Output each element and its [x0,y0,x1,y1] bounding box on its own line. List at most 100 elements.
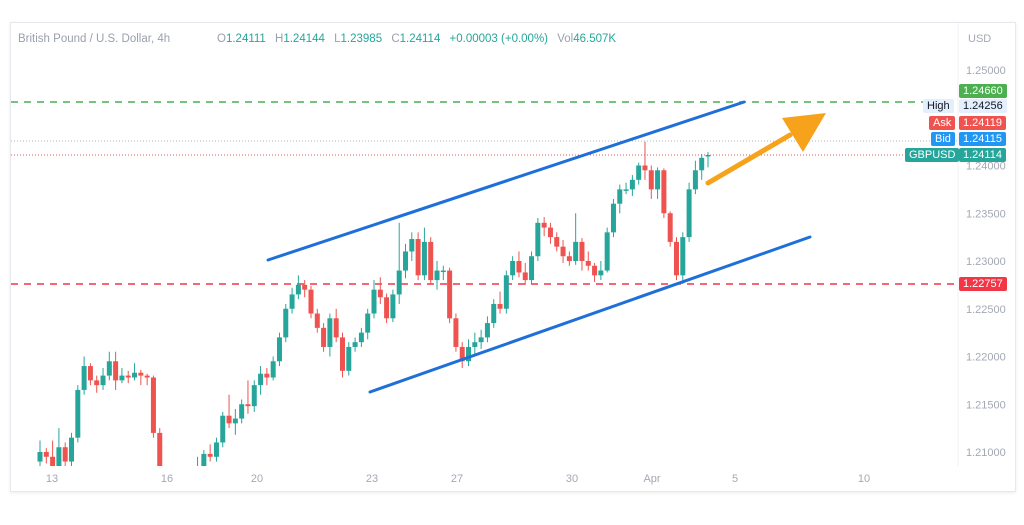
candle [125,370,131,384]
candle [705,152,711,168]
candle-body [478,337,484,343]
channel-upper-line[interactable] [266,100,746,262]
bid-value-tag: 1.24115 [959,132,1006,146]
candle-body [642,165,648,171]
candle [428,237,434,285]
candle-body [409,239,415,252]
candle [283,303,289,343]
price-tick-label: 1.24000 [966,161,1006,173]
high-value: 1.24144 [283,33,325,45]
candle-body [113,361,119,381]
candle-body [610,203,616,233]
candle [421,227,427,281]
ask-label-tag: Ask [929,116,956,130]
candle [197,456,199,466]
time-tick-label: 27 [451,473,463,485]
candle [232,409,238,435]
candle [226,394,232,429]
candle-body [529,256,535,281]
high-label: H [275,33,284,45]
candle [276,332,282,367]
candle-body [176,500,181,510]
candle [699,154,705,180]
time-tick-label: 5 [732,473,738,485]
candle-body [232,418,238,424]
currency-label: USD [968,33,992,45]
price-tick-label: 1.23500 [966,208,1006,220]
candle [692,160,698,195]
candle [62,442,68,466]
candle-body [138,372,144,376]
candle [37,440,43,466]
candle-body [579,241,585,261]
candle [220,411,226,448]
candle [321,323,327,352]
candle [157,428,163,466]
candle [189,479,194,510]
time-tick-label: 20 [251,473,263,485]
last-price-tag: 1.24114 [959,148,1006,162]
candle-body [617,189,623,204]
candle [69,432,75,466]
candle [629,175,635,197]
green-level-tag: 1.24660 [959,84,1007,98]
candle [150,375,156,438]
candle [560,239,566,263]
candle-body [258,373,264,386]
candle-body [100,375,106,386]
candle-body [415,239,421,276]
price-tick-label: 1.22500 [966,304,1006,316]
open-label: O [217,33,226,45]
candle-body [629,179,635,190]
candle [295,275,301,300]
candle [661,168,667,219]
candle [598,261,604,281]
candle [579,238,585,271]
candle [459,342,465,368]
candle [491,299,497,328]
orange-arrow-icon[interactable] [705,113,826,186]
candle-body [189,490,194,504]
candle-body [655,170,661,190]
candle-body [686,189,692,238]
candle [213,437,219,462]
candle-body [295,284,301,295]
candle [604,227,610,273]
candle [56,428,62,466]
candle-body [81,366,87,390]
candle-body [377,289,383,298]
candle [547,222,553,244]
time-tick-label: 10 [858,473,870,485]
candle-body [623,189,629,191]
candle [409,232,415,261]
candle [239,399,245,424]
candle-body [384,297,390,319]
candle [497,291,503,314]
candle [447,267,453,324]
price-tick-label: 1.25000 [966,65,1006,77]
candle [642,141,648,180]
candle [371,280,377,319]
candle [573,213,579,265]
change-value: +0.00003 (+0.00%) [449,33,549,45]
candle-body [560,246,566,257]
candle-body [346,346,352,371]
candle-body [251,385,257,407]
candle-body [321,327,327,347]
bid-label-tag: Bid [931,132,955,146]
channel-lower-line[interactable] [368,235,812,394]
symbol-label-tag: GBPUSD [905,148,960,162]
volume-value: 46.507K [573,33,617,45]
candle [415,232,421,281]
candle [251,380,257,412]
candle [106,351,112,381]
candle-body [62,447,68,462]
candle-body [132,372,138,378]
candle-body [466,346,472,362]
candle [264,367,270,386]
candle [87,363,93,386]
volume-label: Vol [557,33,574,45]
price-tick-label: 1.21000 [966,447,1006,459]
close-label: C [391,33,400,45]
